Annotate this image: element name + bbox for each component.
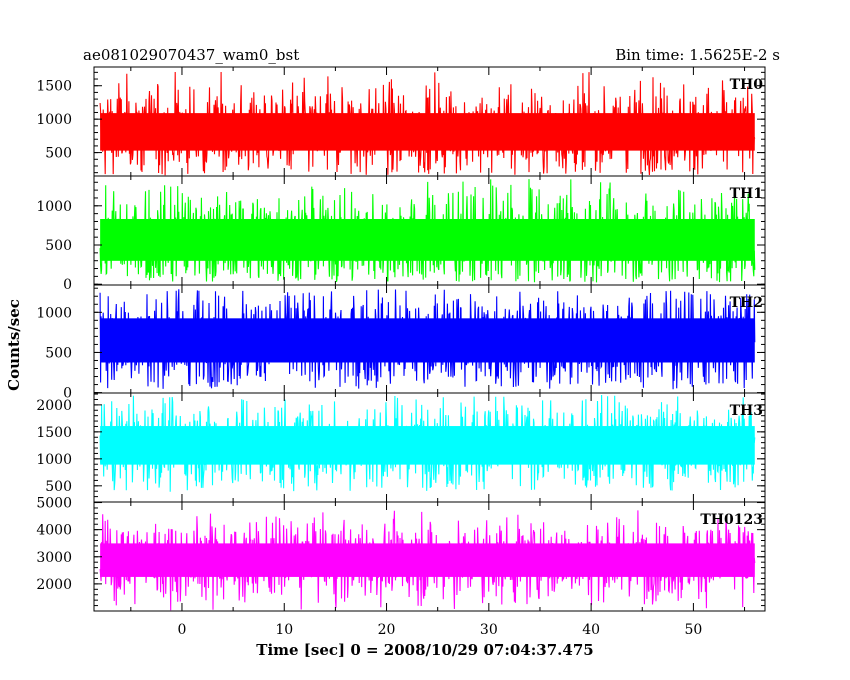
y-tick-label: 1500 — [36, 425, 72, 441]
x-tick-label: 20 — [378, 622, 396, 638]
panel-label-th0: TH0 — [730, 77, 764, 93]
y-tick-label: 500 — [45, 345, 72, 361]
y-tick-label: 2000 — [36, 577, 72, 593]
y-tick-label: 0 — [63, 277, 72, 293]
panel-label-th2: TH2 — [730, 295, 763, 311]
x-tick-label: 10 — [275, 622, 293, 638]
y-axis-label: Counts/sec — [5, 299, 23, 391]
y-tick-label: 500 — [45, 479, 72, 495]
series-th0123-band — [100, 543, 755, 577]
y-tick-label: 3000 — [36, 550, 72, 566]
y-tick-label: 1000 — [36, 112, 72, 128]
y-tick-label: 500 — [45, 238, 72, 254]
y-tick-label: 1000 — [36, 199, 72, 215]
y-tick-label: 5000 — [36, 496, 72, 512]
x-tick-label: 30 — [480, 622, 498, 638]
panel-th0: 500 1000 1500 TH0 — [36, 66, 766, 177]
series-th0-band — [100, 113, 755, 151]
plot-title: ae081029070437_wam0_bst — [83, 46, 299, 64]
series-th1-band — [100, 218, 755, 261]
y-tick-label: 0 — [63, 386, 72, 402]
x-tick-label: 0 — [178, 622, 187, 638]
panel-th2: 0 500 1000 TH2 — [36, 284, 766, 402]
panel-th3: 500 1000 1500 2000 TH3 — [36, 392, 766, 503]
x-axis-label: Time [sec] 0 = 2008/10/29 07:04:37.475 — [256, 641, 593, 659]
y-tick-label: 1000 — [36, 305, 72, 321]
series-th2-band — [100, 318, 755, 363]
y-tick-label: 1000 — [36, 452, 72, 468]
y-tick-label: 500 — [45, 146, 72, 162]
y-tick-label: 2000 — [36, 398, 72, 414]
panel-label-th0123: TH0123 — [700, 512, 763, 528]
x-tick-label: 50 — [684, 622, 702, 638]
bin-time-label: Bin time: 1.5625E-2 s — [615, 46, 780, 64]
panels-group: 500 1000 1500 TH0 0 500 1000 TH1 0 500 1000 TH2 500 1… — [36, 66, 766, 612]
panel-label-th1: TH1 — [730, 186, 763, 202]
x-tick-label: 40 — [582, 622, 600, 638]
y-tick-label: 4000 — [36, 523, 72, 539]
x-axis: 0 10 20 30 40 50 — [178, 622, 703, 638]
panel-label-th3: TH3 — [730, 403, 763, 419]
panel-th1: 0 500 1000 TH1 — [36, 175, 766, 293]
series-th3-band — [100, 426, 755, 465]
panel-th0123: 2000 3000 4000 5000 TH0123 — [36, 496, 766, 612]
y-tick-label: 1500 — [36, 79, 72, 95]
